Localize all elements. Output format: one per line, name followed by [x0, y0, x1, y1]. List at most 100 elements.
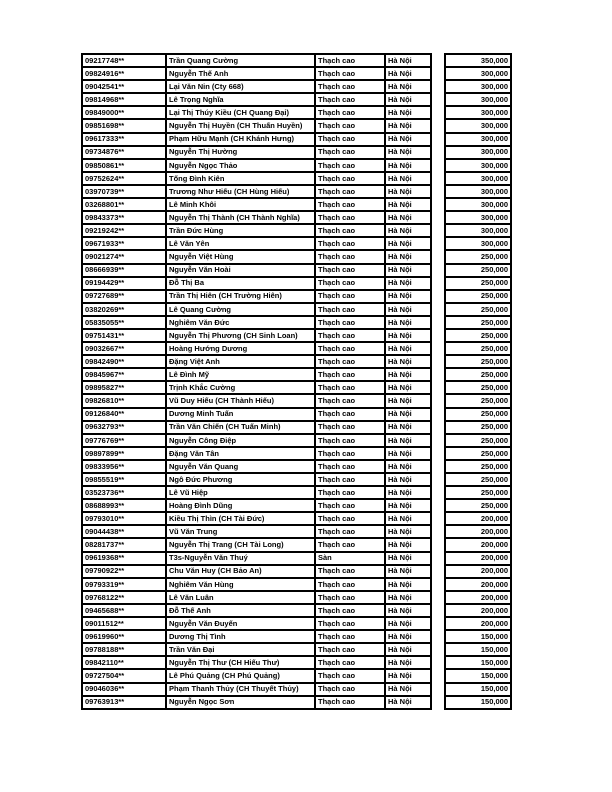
cell-phone: 09727504**	[81, 668, 167, 684]
cell-phone: 09788188**	[81, 642, 167, 658]
cell-amount: 300,000	[444, 236, 512, 252]
cell-category: Thạch cao	[314, 210, 386, 226]
cell-category: Thạch cao	[314, 314, 386, 330]
cell-name: Nguyễn Văn Hoài	[165, 262, 316, 278]
cell-amount: 250,000	[444, 354, 512, 370]
table-row: 09763913** Nguyễn Ngọc Sơn Thạch cao Hà Nội…	[81, 694, 512, 710]
cell-phone: 08666939**	[81, 262, 167, 278]
cell-phone: 09897899**	[81, 445, 167, 461]
cell-gap	[431, 316, 445, 329]
cell-name: Nghiêm Văn Đức	[165, 314, 316, 330]
cell-amount: 200,000	[444, 589, 512, 605]
cell-name: Phạm Hữu Mạnh (CH Khánh Hưng)	[165, 131, 316, 147]
cell-phone: 09793319**	[81, 576, 167, 592]
cell-name: Nguyễn Thị Thư (CH Hiếu Thư)	[165, 655, 316, 671]
cell-phone: 09126840**	[81, 406, 167, 422]
cell-category: Thạch cao	[314, 118, 386, 134]
cell-amount: 200,000	[444, 616, 512, 632]
cell-amount: 250,000	[444, 393, 512, 409]
cell-city: Hà Nội	[384, 157, 432, 173]
table-row: 09751431** Nguyễn Thị Phương (CH Sinh Loa…	[81, 327, 512, 344]
cell-category: Thạch cao	[314, 524, 386, 540]
cell-gap	[431, 656, 445, 669]
cell-amount: 300,000	[444, 105, 512, 121]
cell-name: Chu Văn Huy (CH Bảo An)	[165, 563, 316, 579]
cell-phone: 09734876**	[81, 144, 167, 160]
cell-phone: 09465688**	[81, 602, 167, 619]
cell-phone: 08281737**	[81, 537, 167, 553]
cell-amount: 250,000	[444, 262, 512, 278]
cell-name: Nguyễn Văn Quang	[165, 458, 316, 475]
cell-name: T3s-Nguyễn Văn Thuý	[165, 550, 316, 566]
cell-amount: 250,000	[444, 445, 512, 461]
cell-category: Thạch cao	[314, 183, 386, 200]
cell-city: Hà Nội	[384, 327, 432, 344]
cell-phone: 09833956**	[81, 458, 167, 475]
cell-amount: 300,000	[444, 79, 512, 95]
cell-category: Thạch cao	[314, 393, 386, 409]
cell-amount: 250,000	[444, 341, 512, 357]
table-body: 09217748** Trần Quang Cường Thạch cao Hà Nộ…	[81, 52, 512, 710]
cell-amount: 200,000	[444, 511, 512, 527]
cell-phone: 09046036**	[81, 681, 167, 697]
cell-name: Vũ Văn Trung	[165, 524, 316, 540]
cell-phone: 09768122**	[81, 589, 167, 605]
cell-gap	[431, 146, 445, 159]
cell-category: Sàn	[314, 550, 386, 566]
cell-gap	[431, 538, 445, 551]
cell-name: Nguyễn Công Điệp	[165, 432, 316, 448]
cell-city: Hà Nội	[384, 223, 432, 239]
cell-amount: 250,000	[444, 458, 512, 475]
cell-category: Thạch cao	[314, 341, 386, 357]
cell-phone: 09851698**	[81, 118, 167, 134]
cell-phone: 09042541**	[81, 79, 167, 95]
cell-category: Thạch cao	[314, 563, 386, 579]
cell-phone: 09814968**	[81, 92, 167, 108]
cell-gap	[431, 552, 445, 565]
cell-amount: 200,000	[444, 524, 512, 540]
cell-city: Hà Nội	[384, 52, 432, 69]
table-row: 08281737** Nguyễn Thị Trang (CH Tài Long)…	[81, 537, 512, 553]
cell-amount: 250,000	[444, 314, 512, 330]
cell-amount: 300,000	[444, 157, 512, 173]
cell-name: Lê Vũ Hiệp	[165, 485, 316, 501]
cell-city: Hà Nội	[384, 524, 432, 540]
cell-amount: 200,000	[444, 602, 512, 619]
cell-name: Đỗ Thế Anh	[165, 602, 316, 619]
cell-category: Thạch cao	[314, 327, 386, 344]
cell-phone: 09219242**	[81, 223, 167, 239]
cell-amount: 200,000	[444, 576, 512, 592]
cell-city: Hà Nội	[384, 380, 432, 396]
table-row: 03820269** Lê Quang Cường Thạch cao Hà Nội 2…	[81, 301, 512, 317]
cell-phone: 09011512**	[81, 616, 167, 632]
table-row: 09632793** Trần Văn Chiến (CH Tuấn Minh) T…	[81, 419, 512, 435]
cell-gap	[431, 565, 445, 578]
cell-gap	[431, 604, 445, 617]
cell-amount: 250,000	[444, 406, 512, 422]
cell-phone: 09751431**	[81, 327, 167, 344]
cell-phone: 09842110**	[81, 655, 167, 671]
cell-category: Thạch cao	[314, 105, 386, 121]
cell-amount: 250,000	[444, 471, 512, 488]
cell-phone: 09793010**	[81, 511, 167, 527]
cell-city: Hà Nội	[384, 314, 432, 330]
cell-name: Lê Minh Khôi	[165, 197, 316, 213]
cell-gap	[431, 617, 445, 630]
cell-phone: 09849000**	[81, 105, 167, 121]
table-row: 09617333** Phạm Hữu Mạnh (CH Khánh Hưng) T…	[81, 131, 512, 147]
cell-city: Hà Nội	[384, 694, 432, 710]
cell-amount: 250,000	[444, 301, 512, 317]
cell-city: Hà Nội	[384, 629, 432, 645]
table-row: 09044438** Vũ Văn Trung Thạch cao Hà Nội 200…	[81, 524, 512, 540]
cell-name: Lê Văn Luân	[165, 589, 316, 605]
cell-category: Thạch cao	[314, 354, 386, 370]
cell-gap	[431, 342, 445, 355]
cell-gap	[431, 381, 445, 394]
cell-gap	[431, 669, 445, 682]
cell-category: Thạch cao	[314, 419, 386, 435]
cell-amount: 200,000	[444, 537, 512, 553]
cell-amount: 150,000	[444, 681, 512, 697]
cell-gap	[431, 512, 445, 525]
table-row: 09619960** Dương Thị Tình Thạch cao Hà Nội 1…	[81, 629, 512, 645]
cell-amount: 350,000	[444, 52, 512, 69]
